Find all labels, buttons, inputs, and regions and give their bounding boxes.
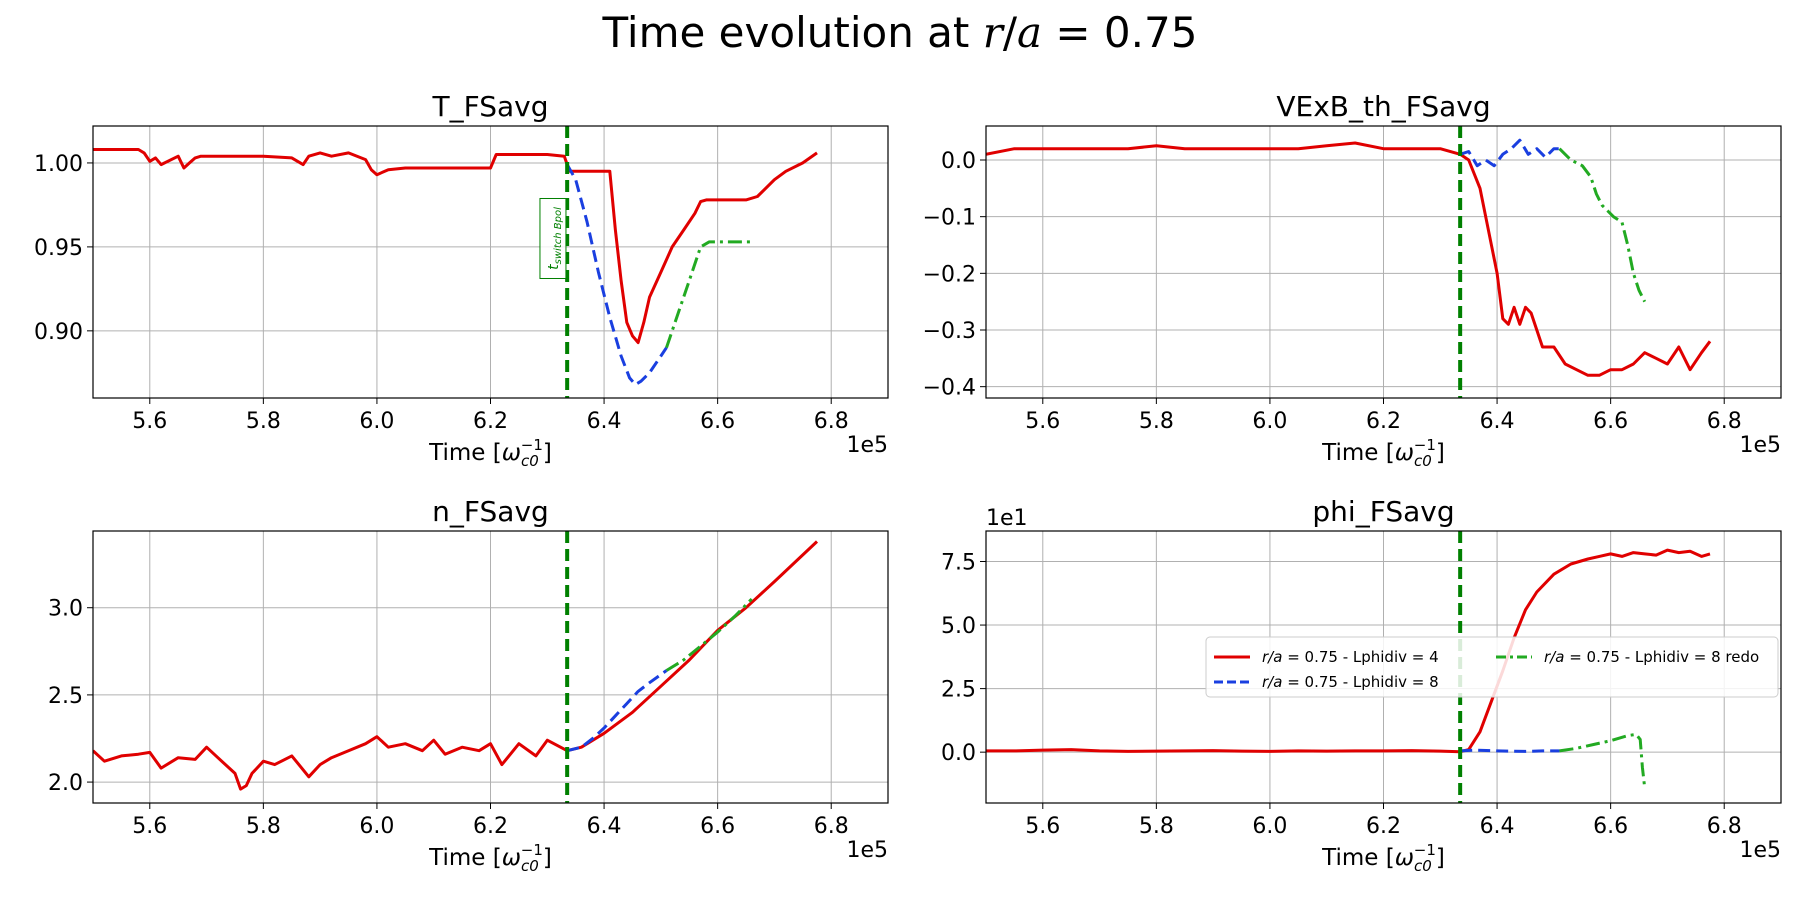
y-tick-label: 0.90 [34, 320, 83, 345]
x-offset-label: 1e5 [846, 433, 888, 458]
x-tick-label: 5.8 [1139, 814, 1174, 839]
plot-area [93, 531, 819, 803]
x-tick-label: 6.0 [359, 814, 394, 839]
y-offset-label: 1e1 [986, 506, 1028, 531]
panel-n-fsavg: 5.6 5.8 6.0 6.2 6.4 6.6 6.8 2.0 2.5 3.0 n_FSavg Tim… [48, 495, 889, 875]
panel-phi-fsavg: 5.6 5.8 6.0 6.2 6.4 6.6 6.8 0.0 2.5 5.0 7.5 phi_FSa… [941, 495, 1782, 875]
series-line-lphidiv4 [93, 540, 819, 791]
y-tick-label: 3.0 [48, 597, 83, 622]
plot-area [93, 126, 818, 398]
x-tick-label: 6.6 [1593, 409, 1628, 434]
panel-title: VExB_th_FSavg [1276, 90, 1490, 123]
x-tick-label: 6.2 [473, 814, 508, 839]
x-tick-label: 6.2 [1366, 409, 1401, 434]
panel-t-fsavg: 5.6 5.8 6.0 6.2 6.4 6.6 6.8 0.90 0.95 1.00 tswitch… [34, 90, 889, 470]
series-line-lphidiv8 [565, 163, 668, 387]
series-line-lphidiv8 [566, 669, 668, 753]
x-axis-label: Time [ωc0−1] [428, 841, 552, 875]
y-tick-label: −0.2 [923, 262, 976, 287]
x-offset-label: 1e5 [1739, 433, 1781, 458]
series-line-redo [665, 240, 752, 349]
series-line-lphidiv4 [986, 548, 1711, 754]
annotation-box [539, 197, 567, 279]
x-tick-label: 6.2 [473, 409, 508, 434]
axes-frame [92, 125, 889, 399]
x-tick-label: 6.0 [359, 409, 394, 434]
y-tick-label: −0.1 [923, 206, 976, 231]
y-tick-label: −0.4 [923, 376, 976, 401]
series-line-lphidiv8 [1459, 138, 1560, 168]
x-tick-label: 6.8 [1707, 409, 1742, 434]
x-tick-label: 6.4 [587, 814, 622, 839]
x-offset-label: 1e5 [846, 838, 888, 863]
axes-frame [92, 530, 889, 804]
legend: r/a = 0.75 - Lphidiv = 4 r/a = 0.75 - Lph… [1205, 636, 1779, 698]
x-tick-label: 6.4 [1480, 409, 1515, 434]
panel-vexb-th-fsavg: 5.6 5.8 6.0 6.2 6.4 6.6 6.8 −0.4 −0.3 −0.2 −0.1 0.0… [923, 90, 1782, 470]
y-tick-label: 2.0 [48, 771, 83, 796]
series-line-redo [1559, 732, 1647, 788]
axes-frame [985, 125, 1782, 399]
legend-label-redo: r/a = 0.75 - Lphidiv = 8 redo [1544, 648, 1759, 666]
x-tick-label: 5.6 [1025, 814, 1060, 839]
panel-title: n_FSavg [432, 495, 549, 528]
series-line-lphidiv8 [1460, 748, 1560, 753]
legend-label-lphidiv4: r/a = 0.75 - Lphidiv = 4 [1262, 648, 1439, 666]
y-tick-label: 7.5 [941, 551, 976, 576]
plot-area [986, 126, 1712, 398]
x-tick-label: 6.6 [1593, 814, 1628, 839]
x-tick-label: 6.0 [1252, 814, 1287, 839]
y-tick-label: 0.95 [34, 236, 83, 261]
panel-title: phi_FSavg [1312, 495, 1454, 528]
x-tick-label: 5.8 [246, 409, 281, 434]
legend-label-lphidiv8: r/a = 0.75 - Lphidiv = 8 [1262, 673, 1439, 691]
x-tick-label: 5.8 [246, 814, 281, 839]
y-tick-label: 0.0 [941, 741, 976, 766]
x-tick-label: 5.6 [132, 814, 167, 839]
x-tick-label: 6.6 [700, 409, 735, 434]
y-tick-label: 2.5 [48, 684, 83, 709]
x-tick-label: 6.4 [587, 409, 622, 434]
panel-title: T_FSavg [432, 90, 549, 123]
y-tick-label: 0.0 [941, 149, 976, 174]
series-line-lphidiv4 [986, 141, 1712, 377]
x-tick-label: 6.0 [1252, 409, 1287, 434]
x-axis-label: Time [ωc0−1] [1321, 841, 1445, 875]
legend-box [1205, 636, 1779, 698]
y-tick-label: 5.0 [941, 614, 976, 639]
annotation-tswitch: tswitch Bpol [539, 197, 567, 279]
x-tick-label: 5.8 [1139, 409, 1174, 434]
x-tick-label: 6.8 [814, 409, 849, 434]
x-axis-label: Time [ωc0−1] [428, 436, 552, 470]
x-tick-label: 6.6 [700, 814, 735, 839]
x-tick-label: 6.2 [1366, 814, 1401, 839]
figure-suptitle: Time evolution at r/a = 0.75 [602, 8, 1198, 57]
axes-frame [985, 530, 1782, 804]
x-axis-label: Time [ωc0−1] [1321, 436, 1445, 470]
y-tick-label: −0.3 [923, 319, 976, 344]
x-tick-label: 6.8 [814, 814, 849, 839]
x-tick-label: 6.4 [1480, 814, 1515, 839]
series-line-redo [1558, 147, 1647, 303]
x-offset-label: 1e5 [1739, 838, 1781, 863]
y-tick-label: 2.5 [941, 678, 976, 703]
x-tick-label: 6.8 [1707, 814, 1742, 839]
x-tick-label: 5.6 [1025, 409, 1060, 434]
x-tick-label: 5.6 [132, 409, 167, 434]
y-tick-label: 1.00 [34, 152, 83, 177]
series-line-lphidiv4 [93, 148, 818, 345]
annotation-text: tswitch Bpol [546, 207, 564, 270]
series-line-redo [665, 597, 753, 672]
